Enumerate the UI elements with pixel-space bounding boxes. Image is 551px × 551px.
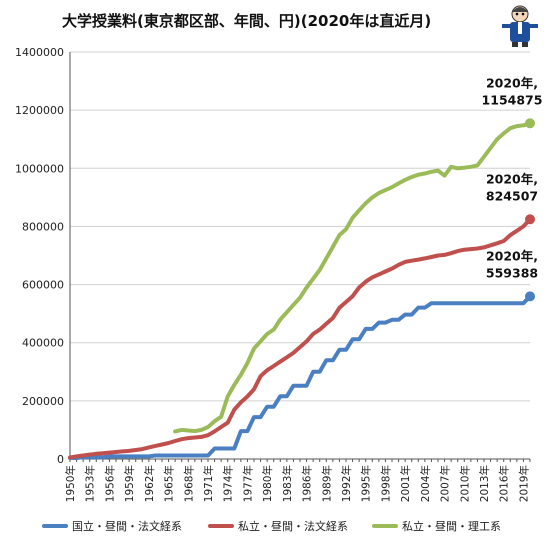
x-tick-label: 2007年 <box>439 465 452 502</box>
x-tick-label: 2004年 <box>419 465 432 502</box>
x-tick-label: 2010年 <box>458 465 471 502</box>
legend-label-shiritsu-riko: 私立・昼間・理工系 <box>402 520 501 533</box>
series-endpoint-1 <box>525 214 535 225</box>
x-tick-label: 1968年 <box>182 465 195 502</box>
grid-lines <box>70 51 530 460</box>
x-tick-label: 1983年 <box>281 465 294 502</box>
series-line-2 <box>173 121 532 434</box>
x-tick-label: 1950年 <box>64 465 77 502</box>
x-tick-label: 1956年 <box>103 465 116 502</box>
legend-swatch-shiritsu-hosei <box>208 524 234 528</box>
y-tick-label: 200000 <box>22 395 64 408</box>
legend-label-shiritsu-hosei: 私立・昼間・法文経系 <box>238 520 348 533</box>
series-lines <box>68 118 535 460</box>
x-tick-label: 1989年 <box>320 465 333 502</box>
annotation-line1: 2020年, <box>486 248 538 263</box>
x-tick-label: 2001年 <box>399 465 412 502</box>
series-line-1 <box>68 217 532 460</box>
legend-swatch-kokuritsu <box>42 524 68 528</box>
x-tick-label: 2016年 <box>498 465 511 502</box>
professor-mascot-icon <box>502 5 538 47</box>
legend-swatch-shiritsu-riko <box>372 524 398 528</box>
x-tick-label: 1980年 <box>261 465 274 502</box>
y-tick-label: 1200000 <box>15 104 64 117</box>
series-endpoint-0 <box>525 291 535 302</box>
x-tick-label: 1959年 <box>123 465 136 502</box>
x-tick-label: 2019年 <box>517 465 530 502</box>
y-tick-label: 600000 <box>22 279 64 292</box>
annotation-line2: 1154875 <box>482 92 543 107</box>
y-tick-label: 1000000 <box>15 162 64 175</box>
legend-item-shiritsu-hosei: 私立・昼間・法文経系 <box>208 518 348 534</box>
legend-item-kokuritsu: 国立・昼間・法文経系 <box>42 518 182 534</box>
x-tick-label: 1953年 <box>84 465 97 502</box>
annotation-line1: 2020年, <box>486 171 538 186</box>
annotation-line1: 2020年, <box>486 75 538 90</box>
series-endpoint-2 <box>525 118 535 129</box>
annotations: 2020年, 1154875 2020年, 824507 2020年, 559388 <box>482 75 543 280</box>
x-tick-label: 1986年 <box>301 465 314 502</box>
x-tick-label: 1995年 <box>360 465 373 502</box>
annotation-line2: 824507 <box>486 188 538 203</box>
x-tick-label: 1965年 <box>163 465 176 502</box>
y-tick-label: 0 <box>57 453 64 466</box>
x-tick-label: 1998年 <box>379 465 392 502</box>
chart-title: 大学授業料(東京都区部、年間、円)(2020年は直近月) <box>62 12 432 30</box>
x-tick-label: 2013年 <box>478 465 491 502</box>
x-axis: 1950年 1953年 1956年 1959年 1962年 1965年 1968年 1971年… <box>64 458 531 502</box>
legend-item-shiritsu-riko: 私立・昼間・理工系 <box>372 518 501 534</box>
series-line-0 <box>68 294 532 460</box>
x-tick-label: 1974年 <box>222 465 235 502</box>
y-axis: 0 200000 400000 600000 800000 1000000 1200000 1… <box>15 46 71 466</box>
x-tick-label: 1992年 <box>340 465 353 502</box>
y-tick-label: 1400000 <box>15 46 64 59</box>
legend: 国立・昼間・法文経系 私立・昼間・法文経系 私立・昼間・理工系 <box>0 518 551 538</box>
legend-label-kokuritsu: 国立・昼間・法文経系 <box>72 520 182 533</box>
y-tick-label: 800000 <box>22 220 64 233</box>
x-tick-label: 1977年 <box>241 465 254 502</box>
x-tick-label: 1971年 <box>202 465 215 502</box>
annotation-line2: 559388 <box>486 265 538 280</box>
y-tick-label: 400000 <box>22 337 64 350</box>
x-tick-label: 1962年 <box>143 465 156 502</box>
